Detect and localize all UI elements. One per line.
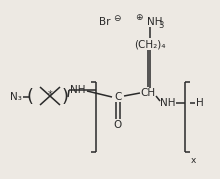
Text: 3: 3 [158, 21, 163, 30]
Text: N₃: N₃ [10, 92, 22, 102]
Text: x: x [191, 156, 196, 165]
Text: ⊖: ⊖ [113, 13, 121, 23]
Text: CH: CH [140, 88, 156, 98]
Text: NH: NH [147, 17, 163, 27]
Text: NH: NH [160, 98, 176, 108]
Text: (CH₂)₄: (CH₂)₄ [134, 39, 166, 49]
Text: H: H [196, 98, 204, 108]
Text: *: * [48, 90, 52, 100]
Text: ⊕: ⊕ [135, 13, 143, 21]
Text: O: O [114, 120, 122, 130]
Text: Br: Br [99, 17, 110, 27]
Text: (: ( [26, 88, 33, 106]
Text: ): ) [62, 88, 68, 106]
Text: C: C [114, 92, 122, 102]
Text: NH: NH [70, 85, 86, 95]
